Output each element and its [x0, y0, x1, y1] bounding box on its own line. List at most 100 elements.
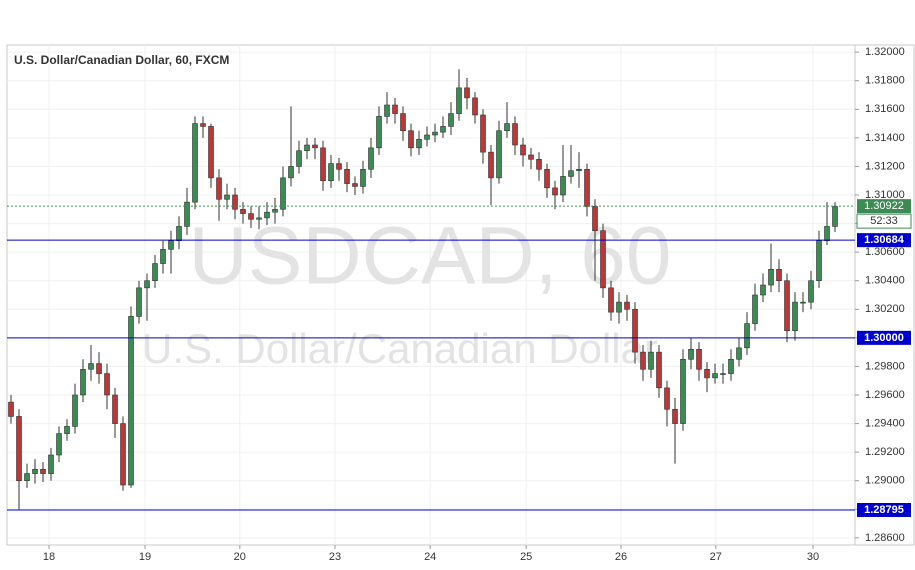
candle-body	[640, 351, 646, 370]
candle-body	[728, 358, 734, 374]
candle-body	[696, 348, 702, 370]
candle-body	[392, 104, 398, 114]
candle-body	[664, 387, 670, 410]
candle-body	[576, 168, 582, 172]
candle-body	[408, 130, 414, 149]
candle-body	[592, 206, 598, 232]
candle-body	[568, 170, 574, 177]
candle-body	[656, 351, 662, 389]
y-tick-label: 1.30200	[865, 303, 905, 315]
candle-body	[528, 154, 534, 160]
candle-body	[536, 158, 542, 170]
candle-body	[456, 87, 462, 114]
candle-body	[600, 230, 606, 289]
axes: 1.32000 1.31800 1.31600 1.31400 1.31200 1.310…	[7, 44, 915, 563]
candle-body	[136, 287, 142, 317]
x-tick-label: 30	[807, 551, 819, 563]
y-tick-label: 1.31000	[865, 189, 905, 201]
y-tick-label: 1.32000	[865, 46, 905, 58]
candle-body	[88, 363, 94, 370]
countdown-box	[856, 213, 912, 229]
candle-body	[720, 373, 726, 375]
candle-body	[440, 126, 446, 133]
candle-body	[464, 87, 470, 99]
candle-body	[192, 123, 198, 203]
candle-body	[352, 183, 358, 187]
candle-body	[472, 97, 478, 116]
candle-body	[128, 316, 134, 486]
candle-body	[200, 123, 206, 127]
x-tick-label: 24	[424, 551, 436, 563]
candle-body	[400, 113, 406, 132]
candle-body	[584, 168, 590, 207]
candle-body	[240, 208, 246, 214]
y-tick-label: 1.30600	[865, 246, 905, 258]
last-price-label: 1.30922	[864, 200, 904, 212]
y-tick-label: 1.29400	[865, 417, 905, 429]
candle-body	[768, 268, 774, 286]
level-label: 1.30000	[864, 332, 904, 344]
candle-body	[496, 130, 502, 179]
candle-body	[208, 126, 214, 179]
candle-body	[320, 147, 326, 182]
candle-body	[512, 123, 518, 146]
y-tick-label: 1.29600	[865, 389, 905, 401]
candle-body	[296, 150, 302, 167]
candle-body	[184, 201, 190, 227]
candle-body	[8, 401, 14, 417]
level-label: 1.30684	[864, 234, 905, 246]
candle-body	[624, 301, 630, 310]
candle-body	[448, 113, 454, 127]
candle-body	[160, 248, 166, 264]
y-tick-label: 1.31600	[865, 103, 905, 115]
candle-body	[520, 144, 526, 156]
candle-body	[672, 408, 678, 424]
candle-body	[376, 116, 382, 149]
candle-body	[560, 176, 566, 196]
candle-body	[48, 454, 54, 474]
candle-body	[344, 168, 350, 184]
x-tick-label: 23	[329, 551, 341, 563]
candle-body	[96, 363, 102, 374]
candle-body	[488, 151, 494, 179]
candle-body	[120, 423, 126, 486]
candle-body	[544, 168, 550, 189]
y-tick-label: 1.30400	[865, 275, 905, 287]
last-price-box	[857, 199, 911, 214]
x-tick-label: 18	[43, 551, 55, 563]
candle-body	[72, 394, 78, 427]
candle-body	[424, 134, 430, 140]
candle-body	[40, 468, 46, 474]
candle-body	[704, 368, 710, 379]
y-tick-label: 1.31200	[865, 160, 905, 172]
level-label-box	[857, 330, 911, 345]
candle-body	[712, 373, 718, 379]
candle-body	[736, 347, 742, 360]
y-tick-label: 1.29800	[865, 360, 905, 372]
y-axis-panel	[854, 44, 915, 546]
level-label-box	[857, 233, 911, 248]
x-tick-label: 19	[139, 551, 151, 563]
candle-body	[312, 144, 318, 149]
candle-body	[752, 294, 758, 324]
candle-body	[112, 394, 118, 424]
candle-body	[648, 351, 654, 370]
candle-body	[368, 147, 374, 170]
candle-body	[760, 284, 766, 296]
candle-body	[176, 226, 182, 242]
y-tick-label: 1.28600	[865, 532, 905, 544]
candle-body	[80, 368, 86, 396]
candle-body	[336, 163, 342, 170]
candle-body	[552, 187, 558, 196]
candle-body	[32, 468, 38, 474]
candle-body	[480, 114, 486, 153]
y-tick-label: 1.31800	[865, 75, 905, 87]
candle-body	[360, 168, 366, 187]
level-label: 1.28795	[864, 504, 904, 516]
candle-body	[24, 473, 30, 482]
candle-body	[264, 211, 270, 219]
candle-body	[800, 301, 806, 304]
candle-body	[248, 213, 254, 220]
candle-body	[152, 263, 158, 282]
candles	[8, 69, 838, 510]
